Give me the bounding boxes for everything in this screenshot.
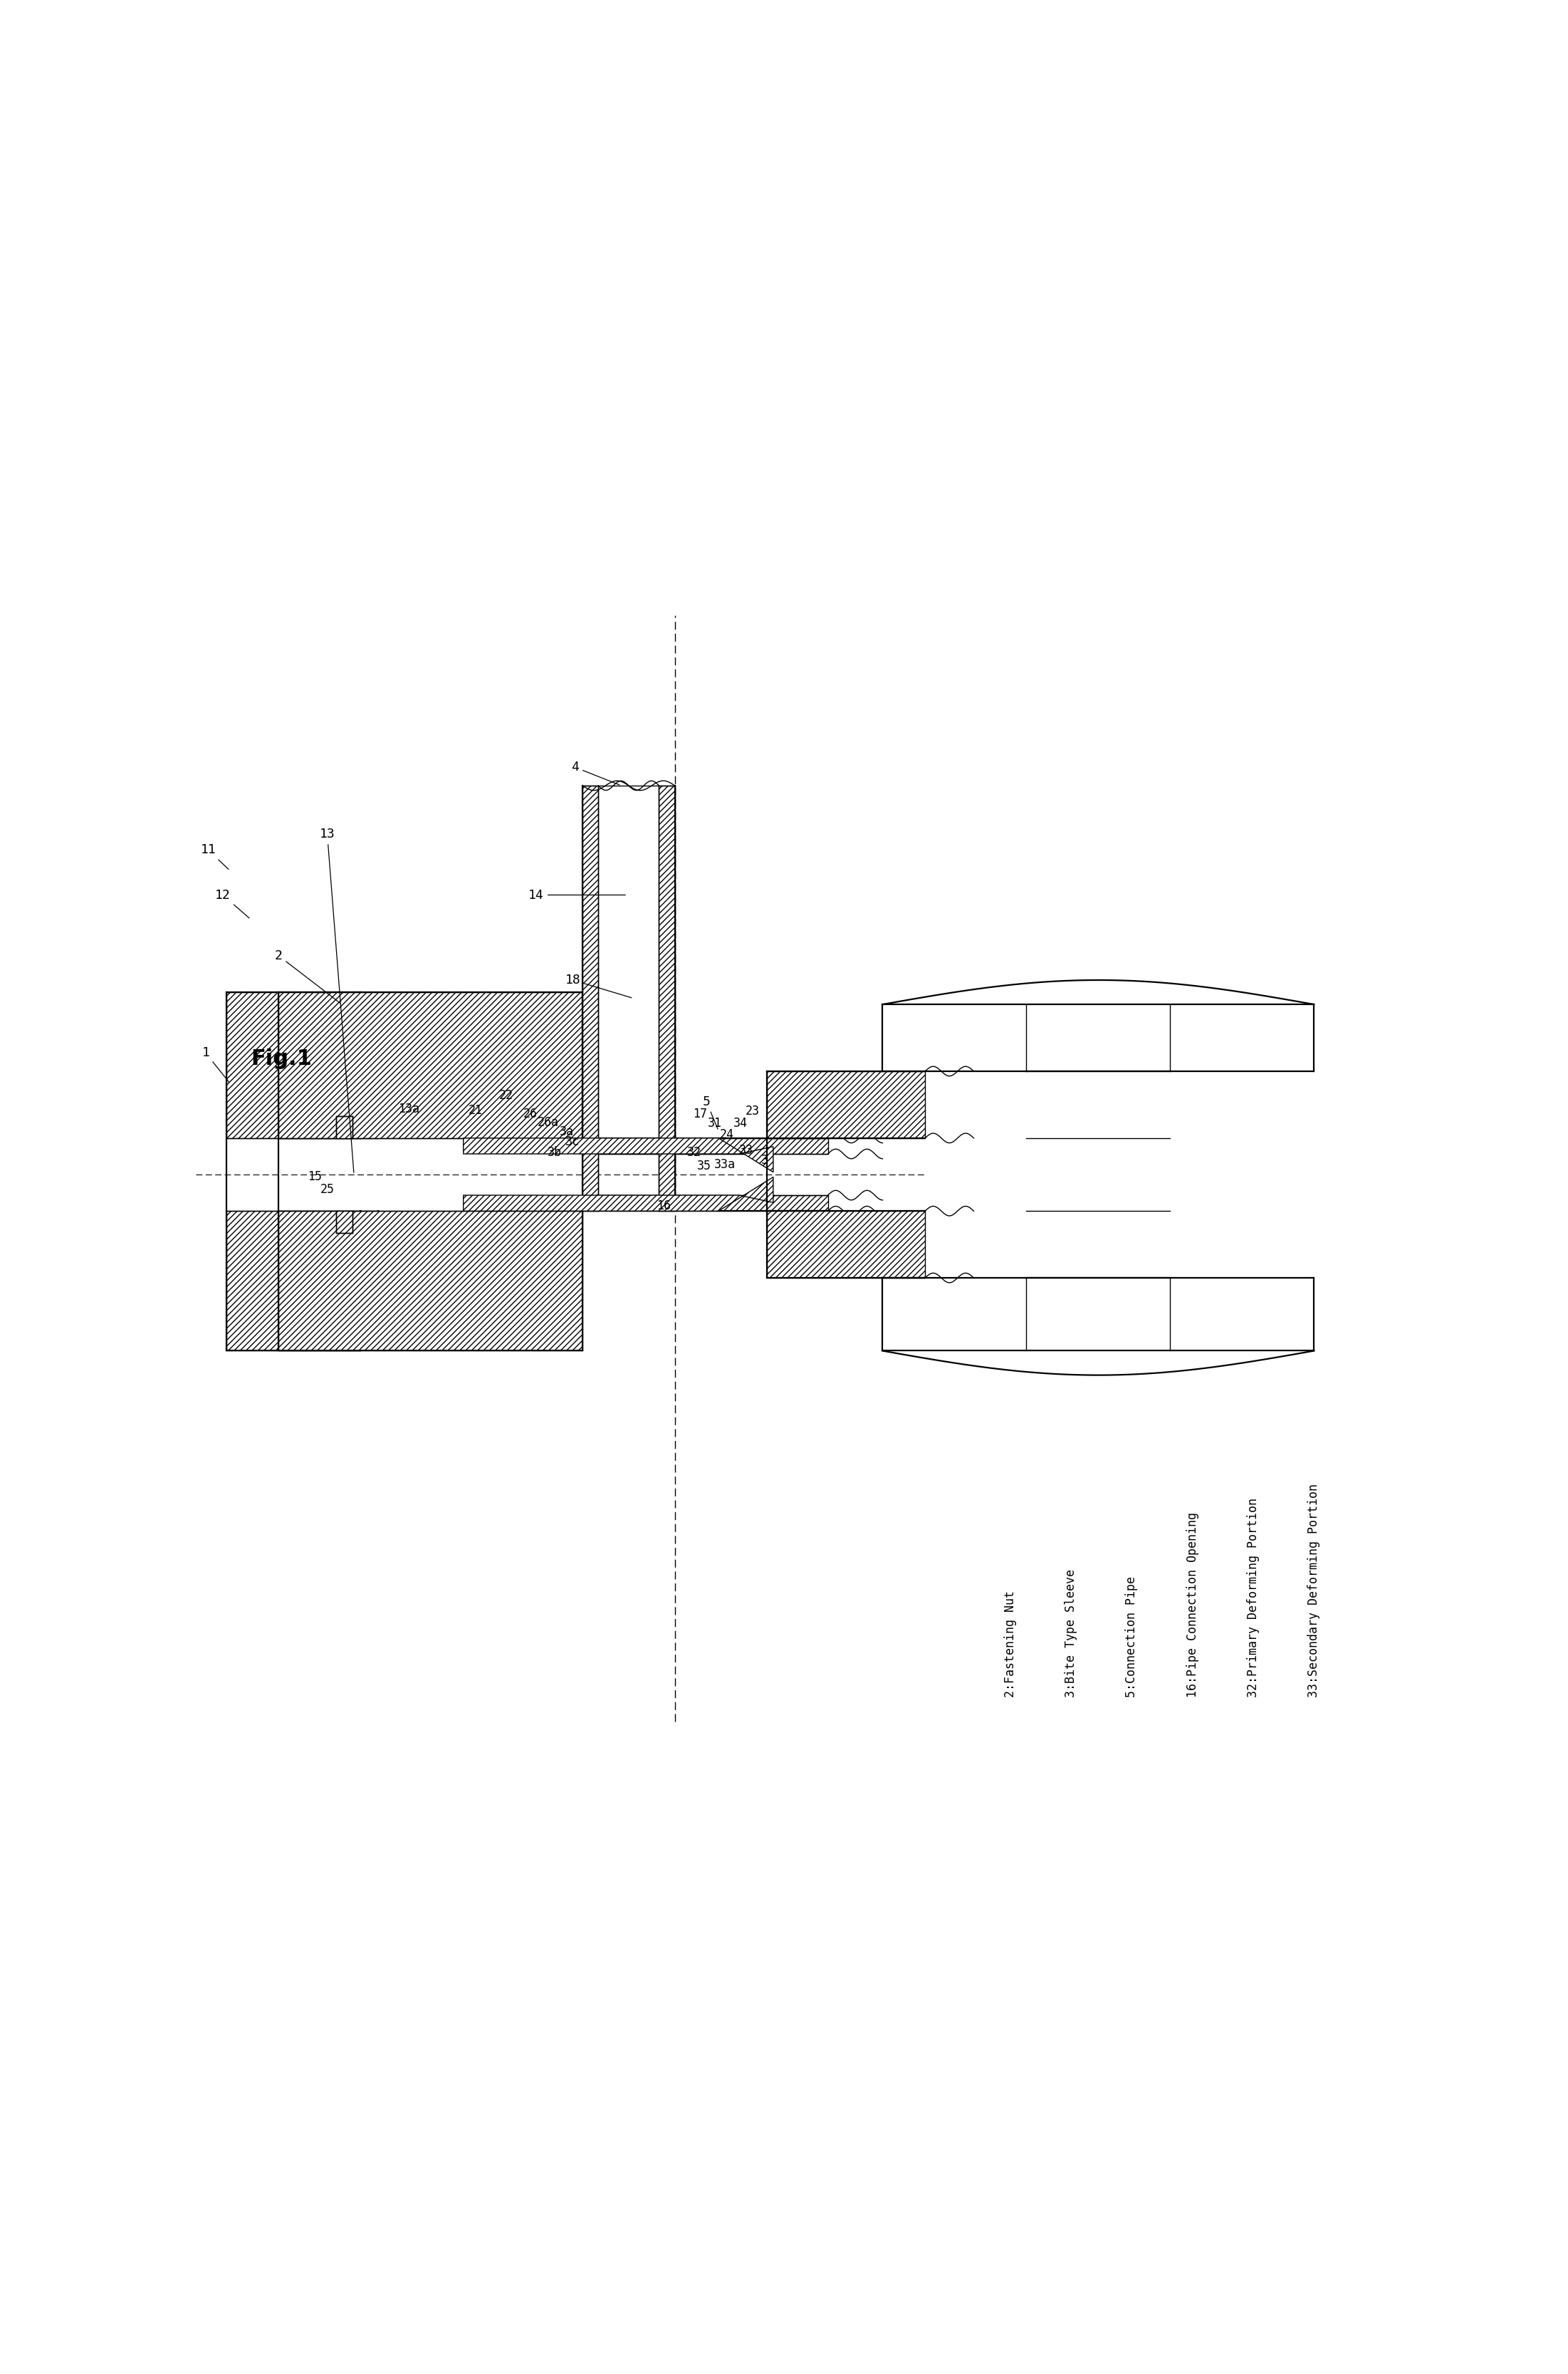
Text: 24: 24 [720,1128,734,1142]
Text: 31: 31 [707,1118,721,1130]
Polygon shape [767,1071,925,1137]
Text: 25: 25 [320,1182,334,1196]
Text: 22: 22 [499,1090,513,1102]
Text: 3b: 3b [547,1147,561,1159]
Polygon shape [464,1178,773,1211]
Text: 17: 17 [693,1106,707,1121]
Polygon shape [226,992,361,1137]
Text: 12: 12 [215,888,249,919]
Text: 5:Connection Pipe: 5:Connection Pipe [1126,1576,1138,1697]
Text: 3:Bite Type Sleeve: 3:Bite Type Sleeve [1065,1569,1077,1697]
Text: 21: 21 [469,1104,483,1116]
Text: 14: 14 [528,888,626,902]
Polygon shape [582,1194,828,1211]
Text: 2: 2 [274,950,340,1004]
Polygon shape [226,1211,361,1351]
Polygon shape [767,1211,925,1277]
Polygon shape [279,1211,582,1351]
Text: 18: 18 [564,973,632,997]
Text: 26a: 26a [538,1116,560,1128]
Polygon shape [582,1137,828,1154]
Text: Fig.1: Fig.1 [251,1049,312,1068]
Text: 2:Fastening Nut: 2:Fastening Nut [1004,1591,1016,1697]
Text: 23: 23 [745,1104,759,1118]
Text: 3: 3 [760,1154,768,1166]
Text: 26: 26 [524,1106,538,1121]
Text: 33:Secondary Deforming Portion: 33:Secondary Deforming Portion [1308,1484,1320,1697]
Text: 1: 1 [202,1047,229,1083]
Text: 35: 35 [696,1159,710,1173]
Text: 16: 16 [657,1199,671,1213]
Polygon shape [464,1137,773,1173]
Polygon shape [582,786,599,1211]
Polygon shape [336,1116,353,1137]
Text: 3a: 3a [560,1125,574,1140]
Text: 32: 32 [687,1147,701,1159]
Polygon shape [336,1211,353,1232]
Text: 32:Primary Deforming Portion: 32:Primary Deforming Portion [1247,1498,1259,1697]
Text: 11: 11 [201,843,229,869]
Text: 16:Pipe Connection Opening: 16:Pipe Connection Opening [1185,1512,1200,1697]
Text: 33: 33 [740,1144,754,1156]
Text: 33a: 33a [713,1159,735,1170]
Text: 3c: 3c [566,1135,580,1149]
Polygon shape [659,786,674,1211]
Text: 34: 34 [734,1118,748,1130]
Text: 13: 13 [320,829,354,1173]
Text: 4: 4 [571,762,619,786]
Polygon shape [279,992,582,1137]
Text: 5: 5 [702,1094,718,1130]
Text: 15: 15 [307,1170,321,1182]
Polygon shape [361,1211,378,1225]
Polygon shape [361,1123,378,1137]
Text: 13a: 13a [398,1102,419,1116]
